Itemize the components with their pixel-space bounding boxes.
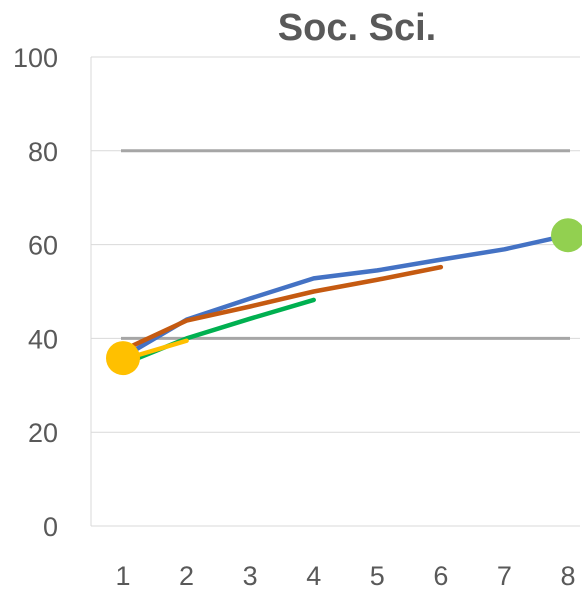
point-marker-1 [551,218,582,253]
y-tick-labels: 0 20 40 60 80 100 [13,43,58,542]
y-tick-label-2: 40 [28,324,58,354]
y-tick-label-1: 20 [28,418,58,448]
x-tick-label-2: 3 [243,561,258,591]
x-tick-label-3: 4 [306,561,321,591]
series-lines [120,232,571,367]
x-tick-label-6: 7 [497,561,512,591]
y-tick-label-0: 0 [43,512,58,542]
reference-lines [121,149,570,340]
chart-title: Soc. Sci. [278,7,436,49]
x-tick-label-5: 6 [433,561,448,591]
x-tick-label-1: 2 [179,561,194,591]
gridlines [91,56,580,527]
x-tick-label-4: 5 [370,561,385,591]
x-tick-label-7: 8 [560,561,575,591]
point-markers [106,218,582,376]
y-tick-label-5: 100 [13,43,58,73]
x-tick-labels: 1 2 3 4 5 6 7 8 [115,561,575,591]
point-marker-0 [106,341,140,376]
x-tick-label-0: 1 [115,561,130,591]
y-tick-label-3: 60 [28,231,58,261]
y-tick-label-4: 80 [28,137,58,167]
series-line-1 [120,264,444,353]
